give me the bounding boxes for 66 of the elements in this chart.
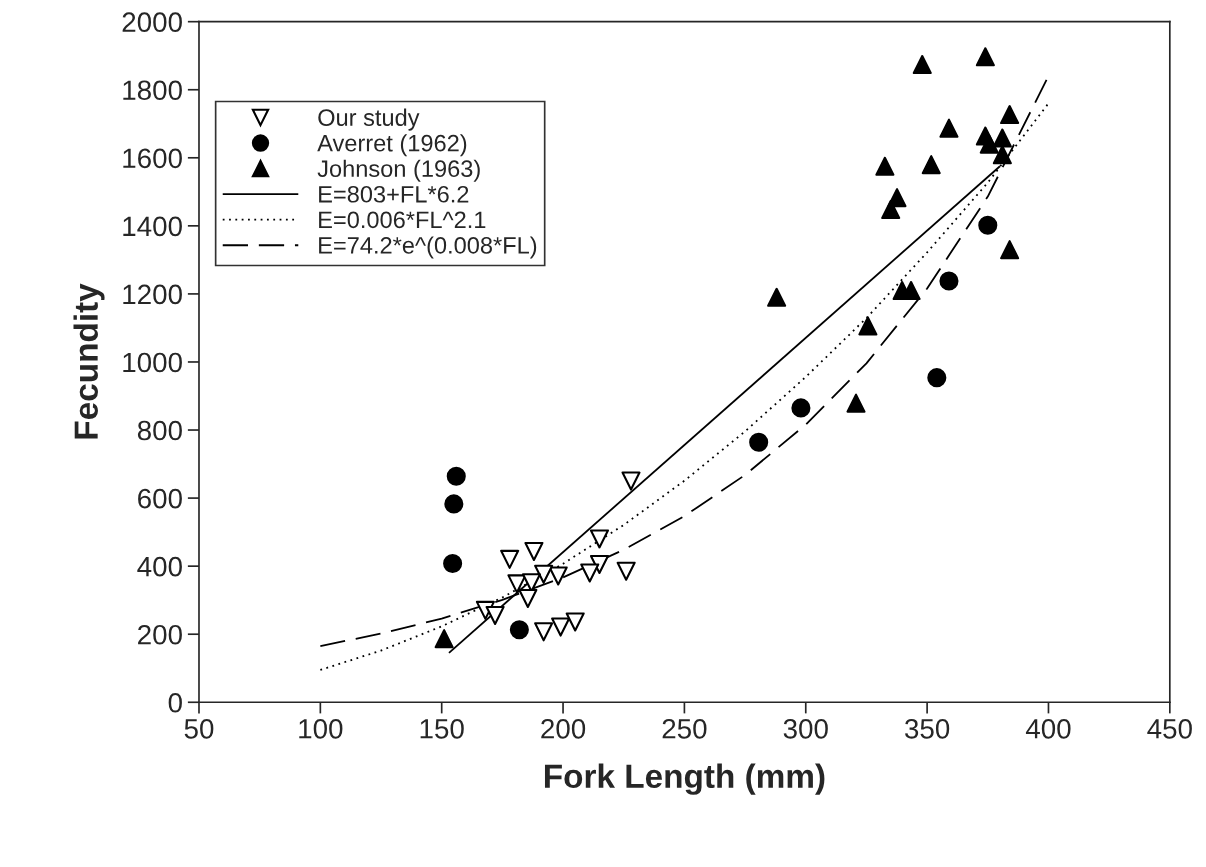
x-tick-label: 50 <box>184 718 214 739</box>
point <box>500 549 520 569</box>
y-tick-label: 2000 <box>122 12 182 33</box>
point <box>565 612 585 632</box>
x-tick-label: 100 <box>299 718 343 739</box>
point <box>975 47 995 67</box>
y-tick-label: 800 <box>137 420 182 441</box>
point <box>616 561 636 581</box>
point <box>548 566 568 586</box>
legend-label: Averret (1962) <box>317 134 467 157</box>
legend-label: Johnson (1963) <box>317 159 480 182</box>
y-tick-label: 600 <box>138 488 182 509</box>
x-tick-label: 150 <box>420 718 464 739</box>
point <box>749 432 769 452</box>
point <box>992 145 1012 165</box>
x-tick-label: 400 <box>1025 718 1071 739</box>
point <box>979 134 999 154</box>
point <box>875 156 895 176</box>
point <box>887 188 907 208</box>
point <box>992 128 1012 148</box>
point <box>434 629 454 649</box>
point <box>939 118 959 138</box>
y-tick-label: 1000 <box>123 352 182 373</box>
point <box>846 393 866 413</box>
point <box>767 287 787 307</box>
point <box>444 494 464 514</box>
point <box>534 564 554 584</box>
x-tick-label: 250 <box>662 718 707 739</box>
legend-label: E=803+FL*6.2 <box>319 185 469 203</box>
point <box>1000 105 1020 125</box>
point <box>507 574 527 594</box>
point <box>485 605 505 626</box>
point <box>621 471 641 491</box>
legend-label: E=74.2*e^(0.008*FL) <box>319 236 537 259</box>
y-tick-label: 200 <box>138 624 182 645</box>
y-axis-title: Fecundity <box>73 283 105 439</box>
point <box>534 622 554 642</box>
x-tick-label: 350 <box>905 718 950 739</box>
x-tick-label: 200 <box>541 718 586 739</box>
point <box>858 316 878 336</box>
point <box>921 155 941 175</box>
y-tick-label: 1200 <box>123 284 182 305</box>
point <box>518 588 538 609</box>
point <box>589 529 609 549</box>
point <box>791 398 811 418</box>
point <box>912 55 932 75</box>
y-tick-label: 1600 <box>123 148 182 169</box>
point <box>927 368 947 388</box>
point <box>524 541 544 562</box>
y-tick-label: 400 <box>137 556 182 577</box>
y-tick-label: 1800 <box>123 80 182 101</box>
y-tick-label: 0 <box>168 692 182 713</box>
point <box>509 620 529 640</box>
y-tick-label: 1400 <box>123 216 182 237</box>
point <box>580 563 600 583</box>
point <box>551 617 571 637</box>
legend-label: Our study <box>318 108 420 131</box>
x-axis-title: Fork Length (mm) <box>544 763 825 795</box>
point <box>939 271 959 291</box>
point <box>1000 240 1020 260</box>
point <box>446 466 466 486</box>
legend-label: E=0.006*FL^2.1 <box>319 211 486 229</box>
point <box>978 215 998 235</box>
point <box>443 553 463 573</box>
x-tick-label: 300 <box>783 718 828 739</box>
x-tick-label: 450 <box>1147 718 1192 739</box>
